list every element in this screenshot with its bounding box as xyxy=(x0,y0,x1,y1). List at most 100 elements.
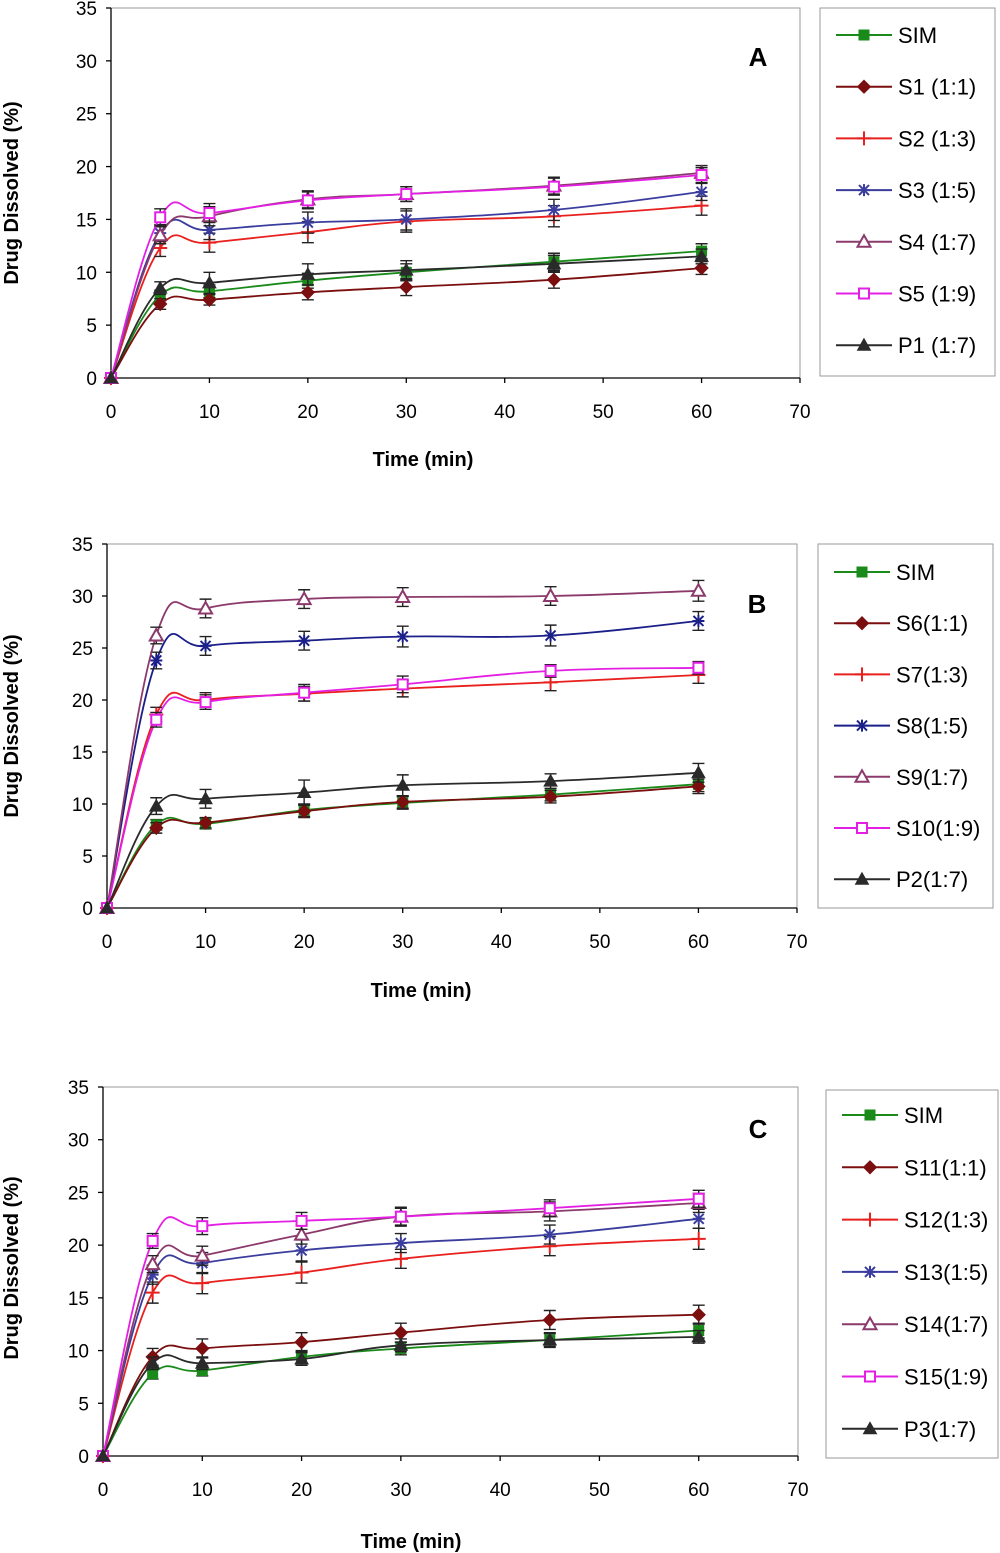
legend-marker xyxy=(864,1109,876,1121)
data-point-marker xyxy=(95,1448,111,1462)
x-tick-label: 30 xyxy=(390,1480,411,1501)
data-point-marker xyxy=(294,1265,309,1280)
data-point-marker xyxy=(296,785,312,799)
legend-item: S11(1:1) xyxy=(842,1155,987,1180)
legend-item: S7(1:3) xyxy=(834,662,968,687)
x-tick-label: 70 xyxy=(787,1480,808,1501)
x-tick-label: 10 xyxy=(199,402,220,423)
data-point-marker xyxy=(202,275,217,289)
data-point-marker xyxy=(103,370,119,384)
legend-label: S9(1:7) xyxy=(896,765,968,790)
data-point-marker xyxy=(145,1285,160,1300)
data-point-marker xyxy=(396,678,409,691)
x-tick-label: 50 xyxy=(589,932,610,953)
series-p3-1-7 xyxy=(95,1329,707,1462)
legend-label: S12(1:3) xyxy=(904,1208,988,1233)
series-s15-1-9 xyxy=(97,1189,705,1462)
legend-marker xyxy=(864,1265,876,1278)
legend-label: SIM xyxy=(898,23,937,48)
data-point-marker xyxy=(542,1332,558,1346)
x-tick-label: 20 xyxy=(294,932,315,953)
y-tick-label: 5 xyxy=(78,1394,89,1415)
legend-marker xyxy=(862,1160,878,1175)
data-point-marker xyxy=(544,629,557,642)
data-point-marker xyxy=(295,590,313,606)
series-p1-1-7 xyxy=(103,248,709,384)
data-point-marker xyxy=(691,779,706,794)
legend-marker xyxy=(861,1315,879,1331)
data-point-marker xyxy=(695,185,708,198)
y-tick-label: 0 xyxy=(86,369,97,390)
legend-label: S4 (1:7) xyxy=(898,230,976,255)
y-tick-label: 30 xyxy=(68,1131,89,1152)
data-point-marker xyxy=(301,194,314,207)
data-point-marker xyxy=(194,1355,210,1369)
series-s10-1-9 xyxy=(101,660,705,914)
data-point-marker xyxy=(394,1210,407,1223)
data-point-marker xyxy=(691,1307,706,1322)
data-point-marker xyxy=(393,1337,409,1351)
legend-item: S13(1:5) xyxy=(842,1260,988,1285)
legend-item: SIM xyxy=(836,23,937,48)
legend-item: S8(1:5) xyxy=(834,714,968,739)
legend-item: S15(1:9) xyxy=(842,1365,988,1390)
y-tick-label: 25 xyxy=(76,105,97,126)
y-tick-label: 10 xyxy=(68,1342,89,1363)
legend-item: S6(1:1) xyxy=(834,611,968,636)
data-point-marker xyxy=(546,256,562,270)
data-point-marker xyxy=(694,260,709,276)
data-point-marker xyxy=(199,696,212,709)
data-point-marker xyxy=(691,765,706,779)
data-point-marker xyxy=(542,587,559,602)
legend-marker xyxy=(856,719,868,732)
x-tick-label: 10 xyxy=(195,932,216,953)
legend-item: P3(1:7) xyxy=(842,1417,976,1442)
data-point-marker xyxy=(543,1228,556,1241)
data-point-marker xyxy=(197,599,214,615)
legend-label: S5 (1:9) xyxy=(898,282,976,307)
x-tick-label: 40 xyxy=(490,1480,511,1501)
x-axis-label: Time (min) xyxy=(373,449,474,471)
legend-marker xyxy=(858,287,870,300)
data-point-marker xyxy=(295,1244,308,1257)
data-point-marker xyxy=(399,279,414,295)
legend-marker xyxy=(856,566,868,578)
data-point-marker xyxy=(543,773,558,787)
legend-label: S15(1:9) xyxy=(904,1365,988,1390)
legend-item: P2(1:7) xyxy=(834,867,968,892)
x-tick-label: 0 xyxy=(98,1480,109,1501)
data-point-marker xyxy=(146,1268,159,1281)
legend-item: S10(1:9) xyxy=(834,816,980,841)
series-p2-1-7 xyxy=(99,762,706,914)
data-point-marker xyxy=(690,582,707,597)
x-tick-label: 40 xyxy=(494,402,515,423)
data-point-marker xyxy=(546,272,562,287)
legend-label: S6(1:1) xyxy=(896,611,968,636)
data-point-marker xyxy=(547,203,560,216)
legend-item: S14(1:7) xyxy=(842,1312,988,1337)
legend-label: S8(1:5) xyxy=(896,714,968,739)
data-point-marker xyxy=(695,169,708,182)
data-point-marker xyxy=(547,180,560,193)
legend-label: S1 (1:1) xyxy=(898,75,976,100)
data-point-marker xyxy=(692,1192,705,1205)
x-tick-label: 40 xyxy=(491,932,512,953)
data-point-marker xyxy=(394,1237,407,1250)
x-tick-label: 70 xyxy=(789,402,810,423)
legend-label: S10(1:9) xyxy=(896,816,980,841)
y-tick-label: 5 xyxy=(86,316,97,337)
legend-item: S9(1:7) xyxy=(834,765,968,790)
data-point-marker xyxy=(300,266,316,280)
x-tick-label: 10 xyxy=(192,1480,213,1501)
x-tick-label: 20 xyxy=(297,402,318,423)
data-point-marker xyxy=(203,224,216,236)
data-point-marker xyxy=(394,588,411,604)
data-point-marker xyxy=(542,1312,557,1328)
data-point-marker xyxy=(195,1341,210,1356)
chart-panel-b: 0 5 10 15 20 25 30 35 0 10 20 30 40 50 60 70 Time (min) D… xyxy=(1,535,994,1002)
legend: SIM S6(1:1) S7(1:3) S8(1:5) S9(1:7) S10(1:9) P… xyxy=(817,543,994,909)
y-tick-label: 30 xyxy=(76,52,97,73)
data-point-marker xyxy=(396,630,409,643)
data-point-marker xyxy=(153,296,168,312)
